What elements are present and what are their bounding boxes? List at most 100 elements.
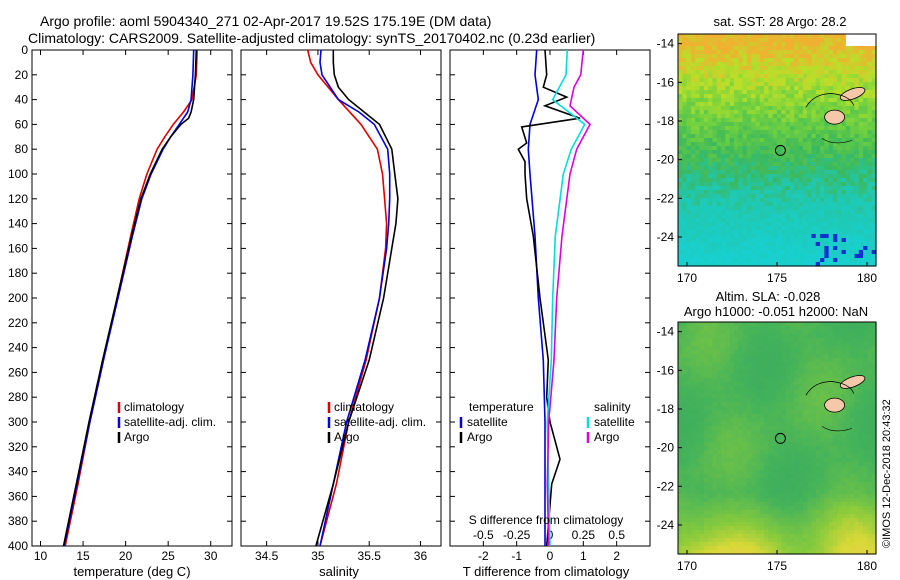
map-cell [721,230,726,235]
map-cell [751,178,757,183]
map-cell [721,42,726,47]
map-cell [738,174,744,179]
map-cell [798,150,804,155]
map-cell [716,414,722,419]
map-cell [811,430,817,435]
map-cell [802,42,808,47]
map-cell [837,374,843,379]
map-cell [772,142,778,147]
map-cell [794,358,800,363]
depth-tick-label: 360 [8,489,28,503]
map-cell [802,398,808,403]
map-cell [759,494,765,499]
map-cell [759,130,765,135]
map-cell [845,130,851,135]
map-cell [695,402,701,407]
map-cell [772,402,778,407]
map-cell [854,58,860,63]
map-cell [682,470,688,475]
map-cell [777,374,782,379]
map-cell [837,430,843,435]
map-cell [781,182,787,187]
map-cell [858,322,864,327]
map-cell [759,474,765,479]
map-cell [755,374,761,379]
map-cell [820,94,825,99]
map-cell [682,410,688,415]
map-cell [820,50,825,55]
map-cell [764,106,769,111]
map-cell [690,86,696,91]
map-cell [772,74,778,79]
map-cell [837,226,843,231]
map-cell [759,454,765,459]
map-cell [789,134,795,139]
map-cell [682,218,688,223]
map-cell [759,246,765,251]
map-cell [733,378,739,383]
map-cell [811,394,817,399]
map-cell [850,390,856,395]
map-cell [725,338,731,343]
map-cell [777,462,782,467]
map-cell [777,70,782,75]
map-cell [738,374,744,379]
map-cell [824,378,830,383]
map-cell [871,410,877,415]
map-cell [751,362,757,367]
map-cell [867,338,873,343]
map-cell [794,170,800,175]
map-cell [695,390,701,395]
map-cell [742,138,748,143]
map-cell [678,378,683,383]
map-cell [863,110,868,115]
map-cell [708,110,714,115]
map-cell [828,494,834,499]
map-cell [772,382,778,387]
map-cell [807,134,813,139]
map-cell [699,350,705,355]
map-cell [708,202,714,207]
map-cell [841,210,847,215]
map-cell [837,166,843,171]
map-cell [841,242,847,247]
map-cell [682,166,688,171]
map-cell [867,446,873,451]
map-cell [699,194,705,199]
map-cell [768,186,774,191]
map-cell [699,42,705,47]
map-cell [725,422,731,427]
map-cell [751,158,757,163]
map-cell [820,186,825,191]
map-cell [733,126,739,131]
map-cell [858,146,864,151]
map-cell [832,354,838,359]
map-cell [802,478,808,483]
map-cell [798,170,804,175]
map-cell [759,382,765,387]
map-cell [772,430,778,435]
map-cell [811,122,817,127]
map-cell [854,122,860,127]
map-cell [785,358,791,363]
map-cell [721,338,726,343]
map-cell [772,222,778,227]
map-cell [703,258,709,263]
map-cell [738,182,744,187]
map-cell [751,442,757,447]
map-cell [703,450,709,455]
map-cell [820,174,825,179]
map-cell [820,46,825,51]
map-cell [820,470,825,475]
map-cell [789,414,795,419]
map-cell [742,382,748,387]
map-cell [824,326,830,331]
map-cell [854,470,860,475]
map-cell [871,430,877,435]
map-cell [682,386,688,391]
map-cell [725,62,731,67]
map-cell [746,378,752,383]
map-cell [733,106,739,111]
map-cell [699,238,705,243]
map-cell [854,178,860,183]
